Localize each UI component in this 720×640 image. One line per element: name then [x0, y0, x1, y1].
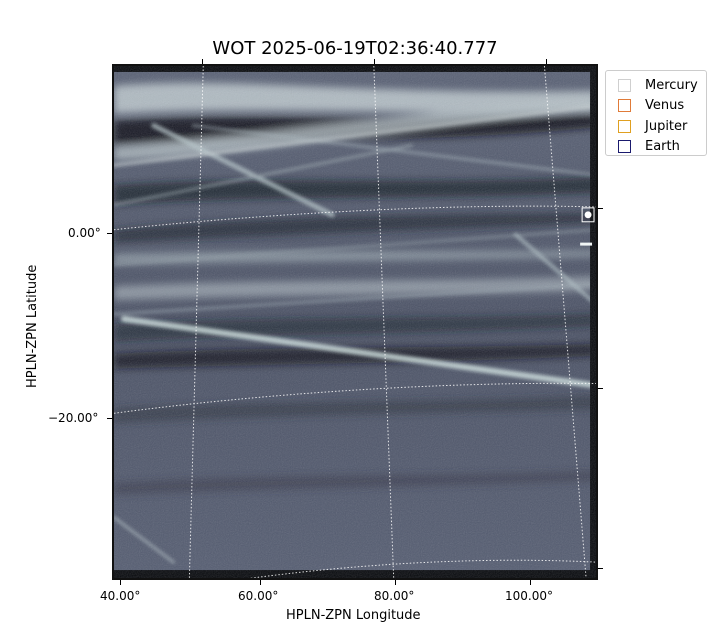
right-tick-mark — [598, 388, 603, 389]
venus-swatch — [618, 99, 631, 113]
legend-label: Mercury — [645, 77, 698, 93]
legend-item-mercury: Mercury — [612, 75, 700, 96]
x-tick-label: 40.00° — [100, 589, 141, 603]
legend: Mercury Venus Jupiter Earth — [605, 70, 707, 156]
x-tick-label: 80.00° — [374, 589, 415, 603]
y-tick-mark — [107, 233, 112, 234]
mercury-swatch — [618, 78, 631, 92]
top-tick-mark — [546, 59, 547, 64]
right-tick-mark — [598, 568, 603, 569]
top-tick-mark — [374, 59, 375, 64]
x-tick-mark — [530, 580, 531, 585]
y-tick-mark — [107, 418, 112, 419]
right-tick-mark — [598, 208, 603, 209]
legend-item-jupiter: Jupiter — [612, 116, 700, 137]
y-tick-label: −20.00° — [48, 411, 99, 425]
x-tick-mark — [260, 580, 261, 585]
legend-label: Venus — [645, 98, 685, 114]
plot-title: WOT 2025-06-19T02:36:40.777 — [212, 38, 498, 59]
x-axis-label: HPLN-ZPN Longitude — [286, 608, 421, 623]
jupiter-swatch — [618, 119, 631, 133]
sky-image — [114, 66, 596, 578]
legend-label: Earth — [645, 139, 680, 155]
x-tick-mark — [395, 580, 396, 585]
y-axis-label: HPLN-ZPN Latitude — [25, 264, 40, 388]
legend-item-earth: Earth — [612, 137, 700, 158]
legend-item-venus: Venus — [612, 96, 700, 117]
x-tick-mark — [120, 580, 121, 585]
x-tick-label: 100.00° — [505, 589, 553, 603]
heliospheric-image — [112, 64, 598, 580]
y-tick-label: 0.00° — [68, 226, 101, 240]
earth-swatch — [618, 140, 631, 154]
top-tick-mark — [202, 59, 203, 64]
legend-label: Jupiter — [645, 118, 688, 134]
x-tick-label: 60.00° — [238, 589, 279, 603]
